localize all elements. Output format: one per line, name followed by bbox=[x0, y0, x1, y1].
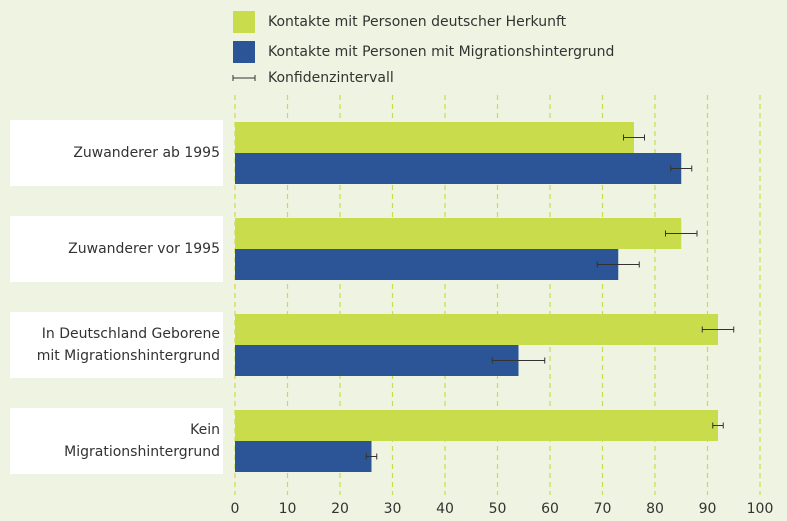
bar bbox=[235, 249, 619, 280]
bar bbox=[235, 314, 718, 345]
bar bbox=[235, 153, 682, 184]
x-tick-label: 20 bbox=[331, 501, 349, 517]
error-bar bbox=[665, 230, 698, 237]
error-bar bbox=[712, 422, 724, 429]
category-box bbox=[10, 408, 223, 474]
category-box bbox=[10, 120, 223, 186]
x-tick-label: 80 bbox=[646, 501, 664, 517]
legend-swatch bbox=[233, 11, 255, 33]
error-bar bbox=[365, 453, 378, 460]
x-tick-label: 0 bbox=[231, 501, 240, 517]
error-bar bbox=[623, 134, 645, 141]
y-tick-label: Zuwanderer vor 1995 bbox=[68, 241, 220, 257]
x-tick-label: 70 bbox=[594, 501, 612, 517]
x-tick-label: 30 bbox=[384, 501, 402, 517]
bar bbox=[235, 345, 519, 376]
category-box bbox=[10, 216, 223, 282]
x-tick-label: 100 bbox=[747, 501, 774, 517]
bar bbox=[235, 218, 682, 249]
error-bar bbox=[701, 326, 735, 333]
x-tick-label: 40 bbox=[436, 501, 454, 517]
x-tick-label: 50 bbox=[489, 501, 507, 517]
y-tick-label: Kein Migrationshintergrund bbox=[64, 422, 220, 460]
error-bar bbox=[491, 357, 546, 364]
x-tick-label: 60 bbox=[541, 501, 559, 517]
legend-swatch bbox=[233, 41, 255, 63]
legend-label: Konfidenzintervall bbox=[268, 70, 394, 86]
y-tick-label: In Deutschland Geborene mit Migrationshin… bbox=[37, 326, 220, 364]
legend-label: Kontakte mit Personen deutscher Herkunft bbox=[268, 14, 567, 30]
category-box bbox=[10, 312, 223, 378]
y-tick-label: Zuwanderer ab 1995 bbox=[73, 145, 220, 161]
error-bar bbox=[596, 261, 640, 268]
bar bbox=[235, 410, 718, 441]
x-tick-label: 10 bbox=[279, 501, 297, 517]
x-tick-label: 90 bbox=[699, 501, 717, 517]
bar bbox=[235, 122, 634, 153]
bar bbox=[235, 441, 372, 472]
legend-label: Kontakte mit Personen mit Migrationshint… bbox=[268, 44, 614, 60]
error-bar bbox=[670, 165, 693, 172]
